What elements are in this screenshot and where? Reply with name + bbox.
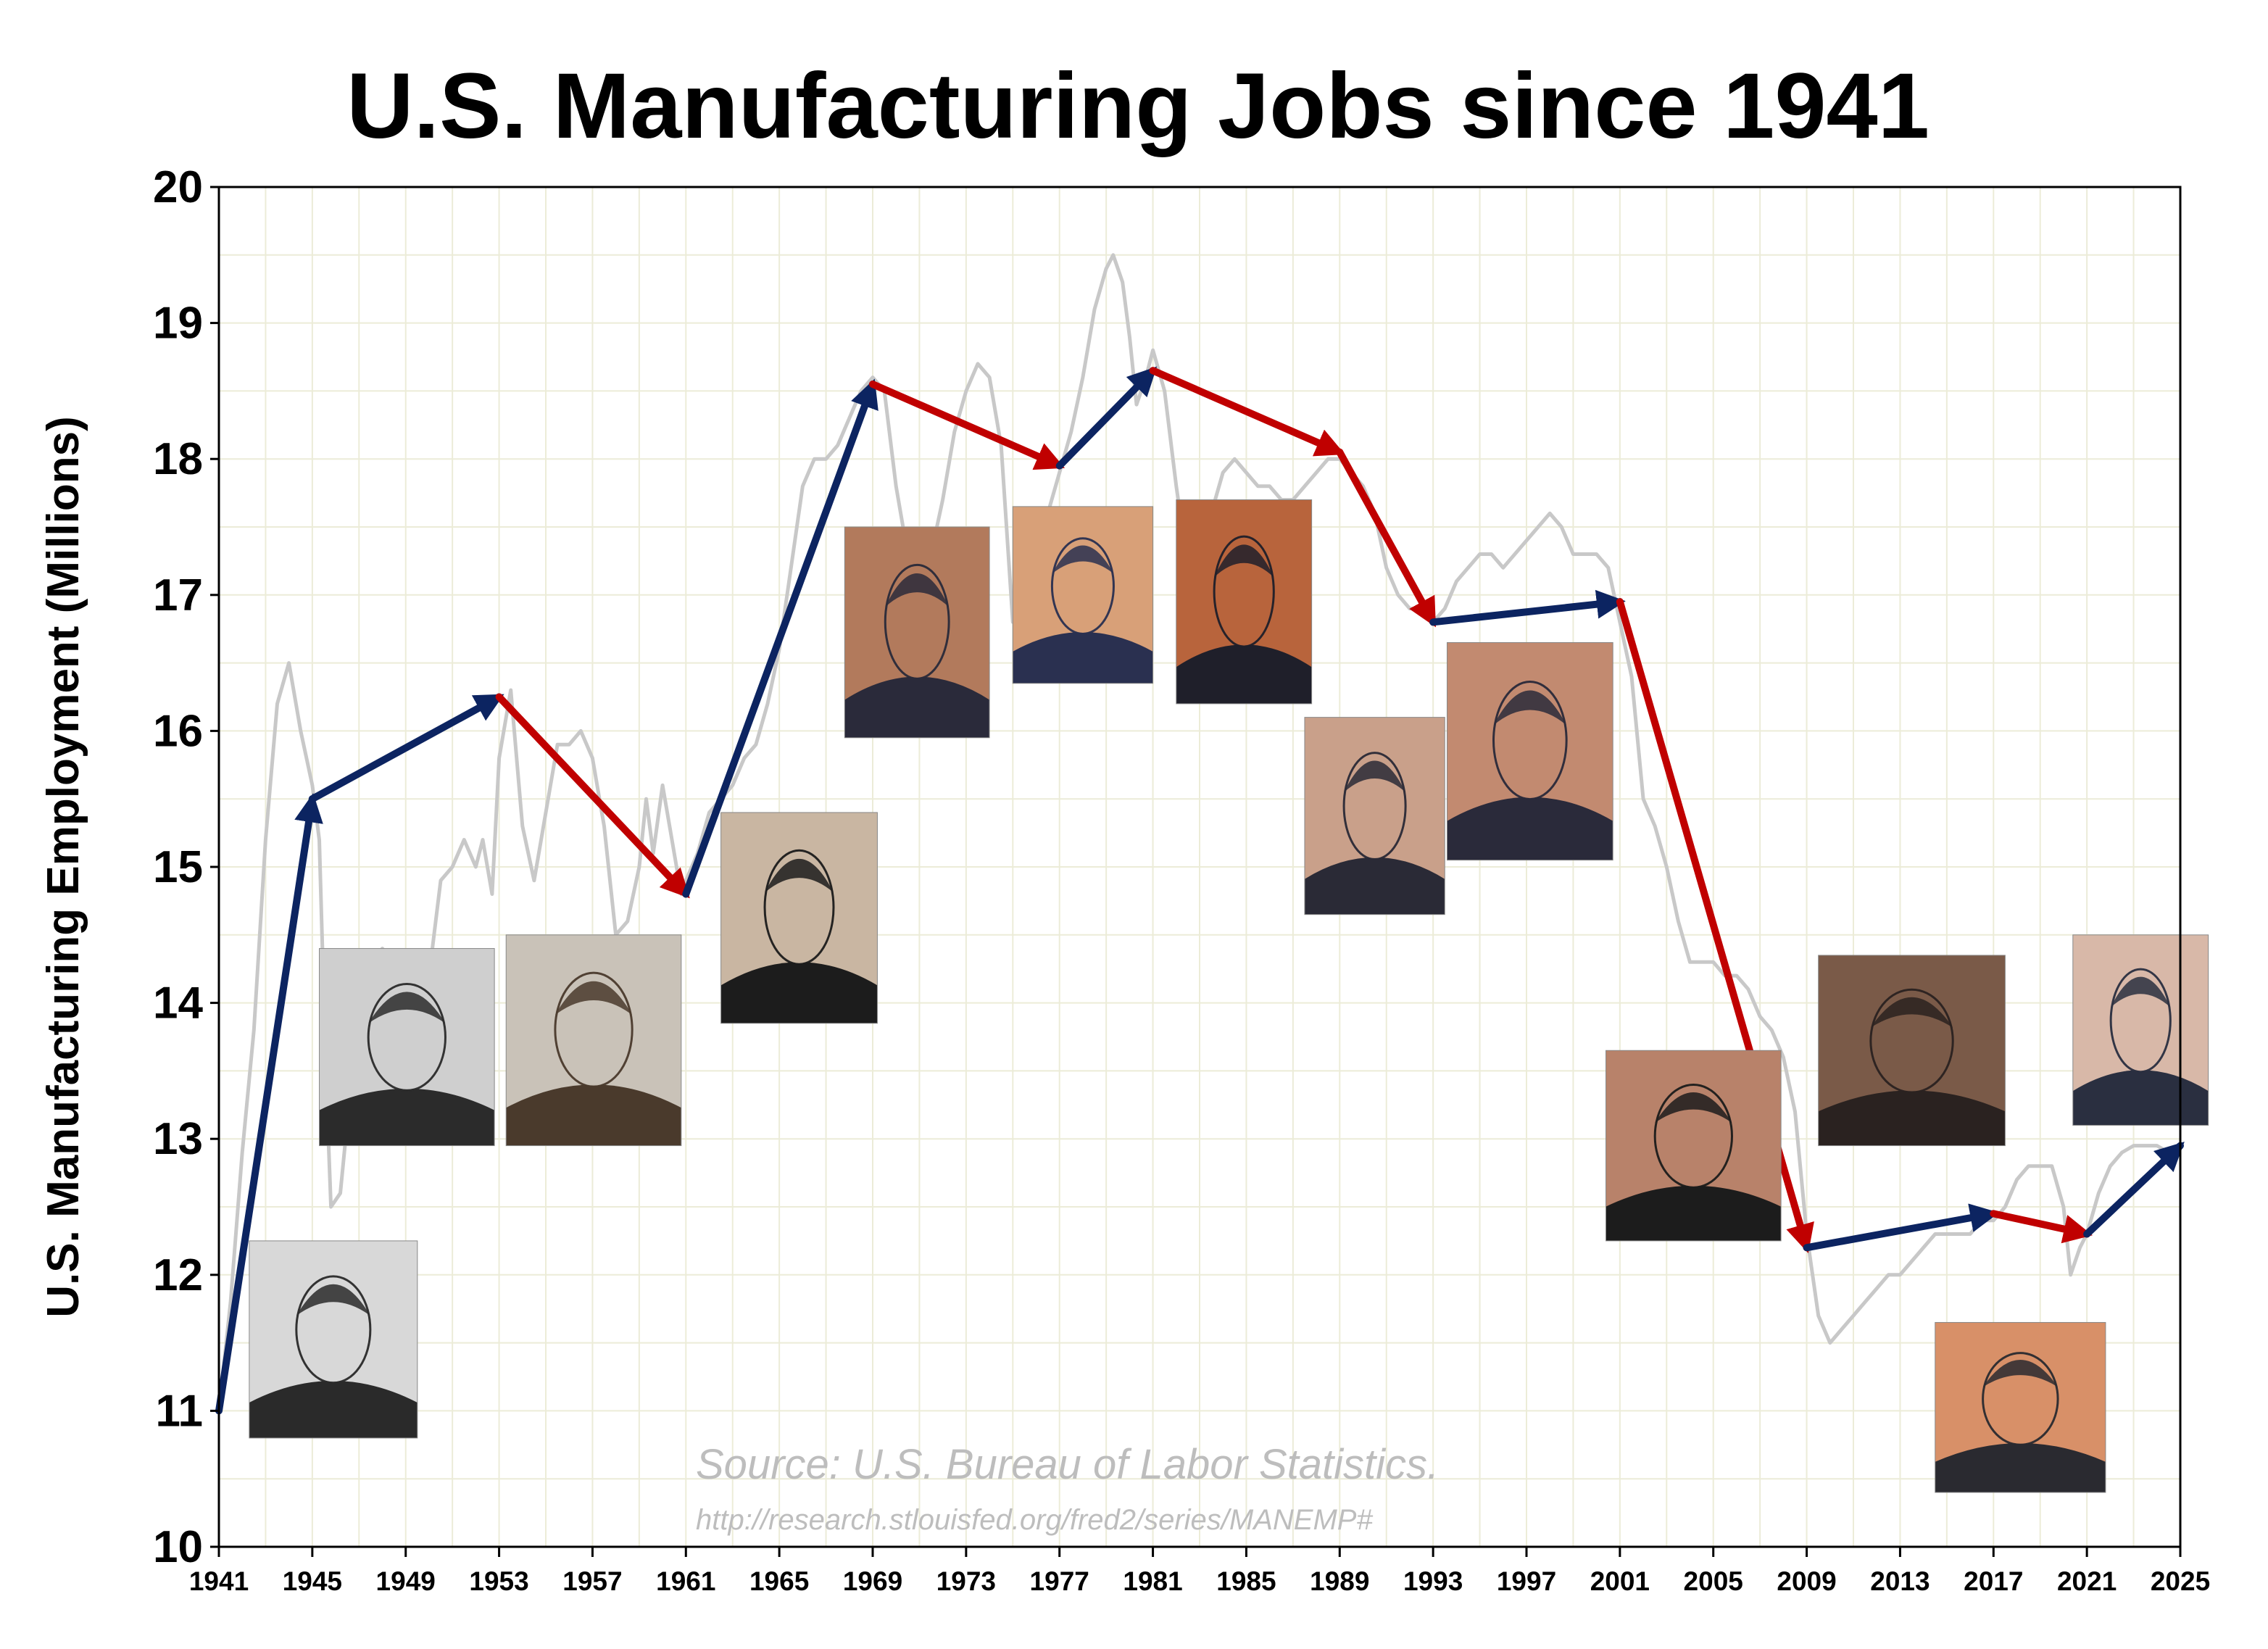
trend-arrow-1 <box>308 693 504 803</box>
y-tick-label: 11 <box>155 1386 203 1436</box>
trend-arrow-3 <box>682 378 878 898</box>
y-tick-label: 15 <box>153 842 203 892</box>
trend-arrow-6 <box>1149 367 1345 457</box>
x-tick-label: 2009 <box>1777 1566 1836 1596</box>
employment-series <box>217 253 2180 1411</box>
bush-jr-portrait <box>1606 1050 1782 1242</box>
clinton-portrait <box>1446 641 1613 861</box>
y-tick-label: 18 <box>153 434 203 484</box>
x-tick-label: 1953 <box>469 1566 528 1596</box>
biden-portrait <box>2072 934 2209 1126</box>
x-tick-label: 1997 <box>1497 1566 1556 1596</box>
obama-portrait <box>1818 955 2006 1147</box>
trend-arrow-11 <box>1990 1210 2093 1244</box>
chart-title: U.S. Manufacturing Jobs since 1941 <box>346 54 1930 158</box>
portraits <box>249 499 2209 1493</box>
y-tick-label: 20 <box>153 162 203 212</box>
trend-arrows <box>215 366 2185 1415</box>
carter-portrait <box>1012 506 1154 684</box>
x-tick-label: 1973 <box>936 1566 996 1596</box>
x-tick-label: 2021 <box>2057 1566 2117 1596</box>
x-tick-label: 2017 <box>1964 1566 2023 1596</box>
x-tick-label: 1961 <box>656 1566 715 1596</box>
trend-arrow-7 <box>1336 448 1437 628</box>
x-tick-label: 1965 <box>749 1566 809 1596</box>
trend-arrow-10 <box>1803 1203 2000 1252</box>
y-tick-label: 10 <box>153 1522 203 1572</box>
trend-arrow-12 <box>2083 1142 2185 1238</box>
x-tick-label: 1957 <box>562 1566 622 1596</box>
y-tick-label: 13 <box>153 1114 203 1164</box>
nixon-portrait <box>844 526 990 739</box>
kennedy-portrait <box>720 812 878 1024</box>
y-tick-label: 16 <box>153 706 203 756</box>
x-tick-label: 1949 <box>376 1566 436 1596</box>
x-tick-label: 1969 <box>843 1566 902 1596</box>
trend-arrow-8 <box>1429 589 1626 626</box>
bush-sr-portrait <box>1304 717 1445 915</box>
x-tick-label: 1945 <box>283 1566 342 1596</box>
source-url[interactable]: http://research.stlouisfed.org/fred2/ser… <box>696 1504 1373 1536</box>
y-tick-label: 12 <box>153 1250 203 1300</box>
trend-arrow-2 <box>495 693 690 899</box>
trend-arrow-0 <box>215 793 323 1415</box>
y-axis-label: U.S. Manufacturing Employment (Millions) <box>38 416 88 1317</box>
x-tick-label: 1941 <box>189 1566 249 1596</box>
trend-arrow-4 <box>869 381 1066 470</box>
x-tick-label: 2025 <box>2151 1566 2210 1596</box>
trend-arrow-5 <box>1055 366 1158 470</box>
truman-portrait <box>319 948 495 1147</box>
y-tick-label: 19 <box>153 299 203 349</box>
x-tick-label: 1981 <box>1123 1566 1182 1596</box>
x-tick-labels: 1941 1945 1949 1953 1957 1961 1965 1969 1973 1977… <box>189 1547 2210 1596</box>
y-tick-labels: 10 11 12 13 14 15 16 17 18 19 20 <box>153 162 219 1572</box>
x-tick-label: 1977 <box>1030 1566 1089 1596</box>
trump-portrait <box>1935 1321 2106 1493</box>
x-tick-label: 2005 <box>1684 1566 1743 1596</box>
employment-line <box>217 253 2180 1411</box>
y-tick-label: 14 <box>153 979 203 1029</box>
x-tick-label: 1989 <box>1310 1566 1369 1596</box>
x-tick-label: 2013 <box>1870 1566 1930 1596</box>
x-tick-label: 1993 <box>1403 1566 1463 1596</box>
fdr-portrait <box>249 1240 418 1439</box>
source-text: Source: U.S. Bureau of Labor Statistics. <box>696 1441 1439 1488</box>
reagan-portrait <box>1176 499 1313 705</box>
y-tick-label: 17 <box>153 570 203 620</box>
x-tick-label: 2001 <box>1590 1566 1650 1596</box>
eisenhower-portrait <box>505 934 682 1147</box>
x-tick-label: 1985 <box>1216 1566 1276 1596</box>
